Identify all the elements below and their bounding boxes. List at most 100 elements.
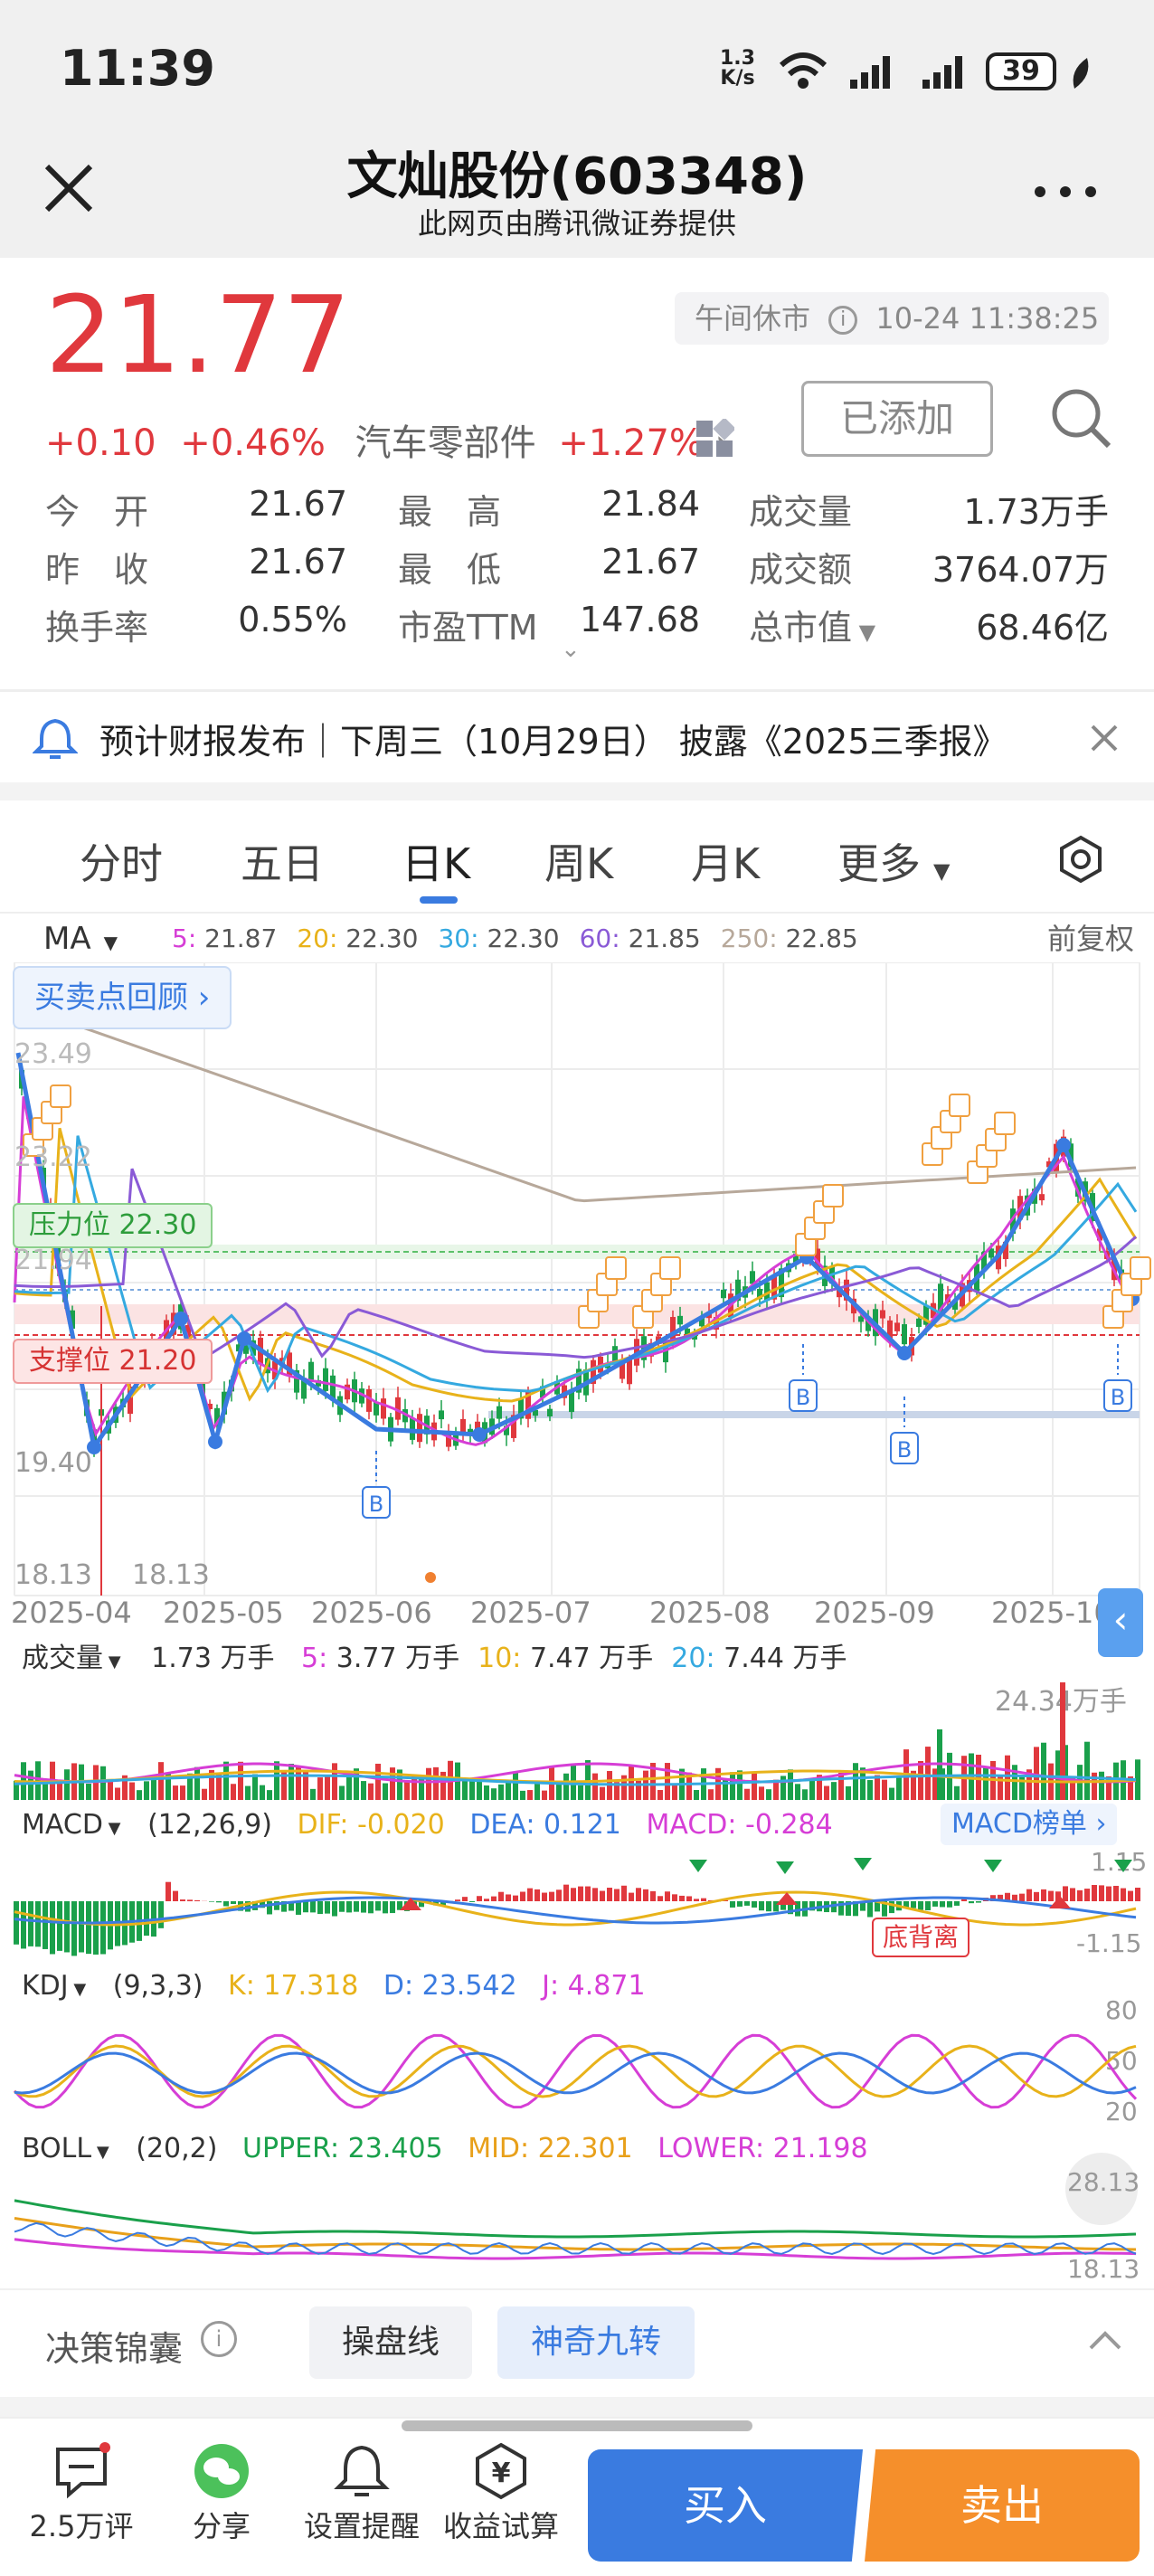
nine-turn-marker xyxy=(949,1094,970,1117)
comments-button[interactable]: 2.5万评 xyxy=(27,2442,136,2545)
ma-selector[interactable]: MA ▼ xyxy=(43,921,118,957)
candle-body xyxy=(793,1253,799,1263)
candle-body xyxy=(533,1409,538,1416)
volume-bar xyxy=(513,1771,518,1800)
macd-bar xyxy=(469,1901,475,1902)
close-notice-icon[interactable] xyxy=(1089,723,1120,753)
trade-review-button[interactable]: 买卖点回顾 › xyxy=(13,966,232,1029)
boll-mid xyxy=(14,2217,1137,2251)
adjust-mode[interactable]: 前复权 xyxy=(1047,922,1135,956)
death-cross-marker xyxy=(776,1861,794,1874)
candle-body xyxy=(714,1317,719,1330)
candle-body xyxy=(988,1248,994,1258)
volume-bar xyxy=(636,1780,641,1800)
profit-calc-button[interactable]: ¥ 收益试算 xyxy=(438,2442,564,2545)
candle-body xyxy=(294,1369,299,1393)
active-tab-indicator xyxy=(420,896,458,904)
chevron-up-icon[interactable] xyxy=(1089,2330,1121,2352)
macd-bar xyxy=(600,1890,605,1901)
death-cross-marker xyxy=(1114,1860,1132,1872)
buy-point-marker xyxy=(890,1432,919,1464)
macd-bar xyxy=(14,1901,19,1945)
expand-chevron-icon[interactable]: ⌄ xyxy=(561,636,581,663)
buy-point-text: B xyxy=(796,1385,810,1410)
collapse-chart-button[interactable]: ‹ xyxy=(1098,1588,1143,1657)
sector-name[interactable]: 汽车零部件 xyxy=(355,422,536,464)
volume-bar xyxy=(260,1785,265,1800)
volume-bar xyxy=(1084,1741,1090,1800)
tab-weekly-k[interactable]: 周K xyxy=(544,839,614,888)
tab-intraday[interactable]: 分时 xyxy=(80,839,163,888)
tab-more[interactable]: 更多 ▼ xyxy=(837,839,951,888)
tab-five-day[interactable]: 五日 xyxy=(241,839,324,888)
tab-monthly-k[interactable]: 月K xyxy=(691,839,761,888)
candle-body xyxy=(771,1276,777,1300)
volume-bar xyxy=(223,1761,229,1800)
tab-daily-k[interactable]: 日K xyxy=(402,839,471,888)
search-icon[interactable] xyxy=(1049,386,1114,451)
volume-bar xyxy=(737,1770,743,1800)
nine-turn-marker xyxy=(605,1256,627,1280)
buy-point-text: B xyxy=(897,1437,912,1463)
macd-ranking-button[interactable]: MACD榜单 › xyxy=(941,1804,1118,1845)
info-icon[interactable]: i xyxy=(828,306,858,335)
candle-body xyxy=(591,1359,596,1384)
boll-selector[interactable]: BOLL ▼ xyxy=(22,2133,109,2164)
volume-bar xyxy=(925,1747,931,1800)
watchlist-added-button[interactable]: 已添加 xyxy=(801,381,993,457)
stat-label-market-cap[interactable]: 总市值 ▼ xyxy=(749,608,876,648)
volume-bar xyxy=(303,1771,308,1800)
macd-bar xyxy=(1041,1889,1046,1901)
macd-selector[interactable]: MACD ▼ xyxy=(22,1809,121,1841)
close-icon[interactable] xyxy=(42,161,96,215)
volume-bar xyxy=(1106,1776,1111,1800)
kline-chart[interactable]: B B B B xyxy=(0,962,1154,1632)
candle-body xyxy=(750,1271,755,1284)
kdj-chart xyxy=(13,2033,1138,2109)
chip-trade-line[interactable]: 操盘线 xyxy=(309,2306,472,2379)
macd-bar xyxy=(853,1901,858,1917)
earnings-notice[interactable]: 预计财报发布｜下周三（10月29日） 披露《2025三季报》 xyxy=(0,692,1154,782)
macd-bar xyxy=(440,1901,446,1907)
macd-bar xyxy=(346,1901,352,1913)
macd-bar xyxy=(484,1899,489,1901)
macd-bar xyxy=(665,1891,670,1901)
stat-label: 成交额 xyxy=(749,550,853,590)
info-icon[interactable]: i xyxy=(201,2321,237,2357)
boll-bottom-label: 18.13 xyxy=(1067,2254,1140,2284)
grid-apps-icon[interactable] xyxy=(695,419,734,459)
settings-icon[interactable] xyxy=(1058,835,1103,884)
volume-bar xyxy=(744,1788,750,1800)
macd-bar xyxy=(368,1901,374,1914)
volume-bar xyxy=(932,1768,938,1800)
sell-button[interactable]: 卖出 xyxy=(865,2449,1140,2562)
candle-body xyxy=(511,1415,516,1438)
candle-body xyxy=(569,1390,574,1413)
candle-body xyxy=(236,1344,241,1352)
candle-body xyxy=(677,1315,683,1325)
volume-bar xyxy=(180,1785,185,1800)
volume-bar xyxy=(563,1773,569,1800)
macd-bar xyxy=(1092,1885,1097,1901)
bottom-action-bar: 2.5万评 分享 设置提醒 ¥ 收益试算 买入 卖出 xyxy=(0,2417,1154,2576)
candle-body xyxy=(497,1406,502,1419)
candle-body xyxy=(721,1289,726,1299)
kdj-selector[interactable]: KDJ ▼ xyxy=(22,1970,87,2002)
macd-bar xyxy=(563,1884,569,1901)
macd-bar xyxy=(846,1901,851,1917)
macd-bar xyxy=(759,1901,764,1911)
macd-bar xyxy=(838,1901,844,1916)
more-icon[interactable] xyxy=(1031,183,1100,201)
buy-button[interactable]: 买入 xyxy=(588,2449,863,2562)
macd-bar xyxy=(144,1901,149,1937)
volume-ma-item-2: 20: 7.44 万手 xyxy=(671,1643,847,1674)
share-button[interactable]: 分享 xyxy=(172,2442,271,2545)
volume-selector[interactable]: 成交量 ▼ xyxy=(22,1643,121,1674)
set-alert-button[interactable]: 设置提醒 xyxy=(298,2442,425,2545)
volume-bar xyxy=(64,1769,70,1800)
volume-bar xyxy=(288,1763,294,1800)
fullscreen-toggle[interactable] xyxy=(1065,2153,1138,2225)
macd-bar xyxy=(375,1901,381,1911)
chip-nine-turn[interactable]: 神奇九转 xyxy=(497,2306,695,2379)
boll-price xyxy=(14,2221,1137,2256)
